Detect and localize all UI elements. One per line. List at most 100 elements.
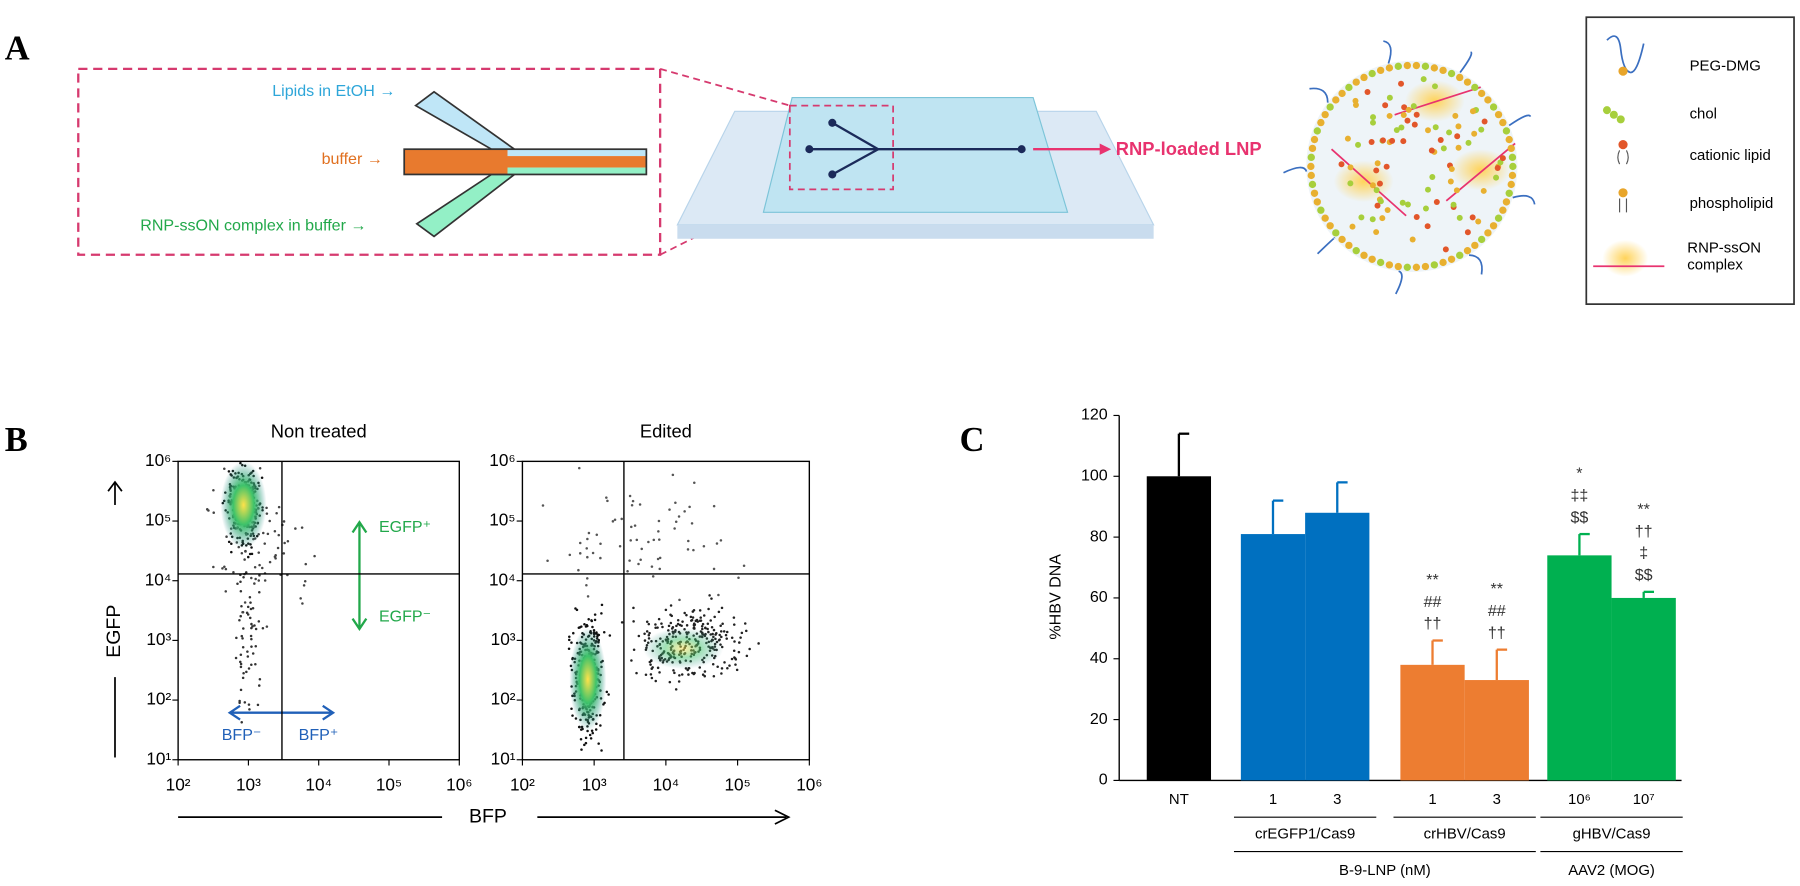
event-dot <box>703 670 707 673</box>
event-dot <box>600 603 604 607</box>
event-dot <box>579 728 583 731</box>
lipid-head <box>1412 61 1421 70</box>
chip-port <box>828 170 837 179</box>
lipid-head <box>1373 167 1380 174</box>
event-dot <box>737 650 741 654</box>
x-tick-label: 10⁴ <box>653 775 680 795</box>
lipid-head <box>1313 198 1321 206</box>
panel-label: C <box>960 421 985 459</box>
lipid-head <box>1368 69 1376 78</box>
lipid-head <box>1398 124 1405 131</box>
x-tick-label: 10⁵ <box>724 775 750 795</box>
event-dot <box>585 547 588 550</box>
lipid-head <box>1394 62 1402 71</box>
arrow-head <box>1099 143 1112 155</box>
plot-title: Edited <box>640 421 692 442</box>
event-dot <box>246 650 249 653</box>
event-dot <box>730 657 734 661</box>
mixer-diagram: Lipids in EtOH → buffer → RNP-ssON compl… <box>77 67 1262 256</box>
event-dot <box>300 526 304 529</box>
event-dot <box>699 616 702 619</box>
event-dot <box>734 663 737 666</box>
lipid-head <box>1398 80 1405 87</box>
flow-axes: EGFP BFP EGFP⁺ EGFP⁻ BFP⁻ BFP⁺ <box>103 480 791 827</box>
lipid-head <box>1456 251 1464 260</box>
event-dot <box>579 737 583 741</box>
x-tick-label: 10⁶ <box>796 775 822 795</box>
event-dot <box>717 610 721 614</box>
event-dot <box>254 663 257 666</box>
event-dot <box>675 624 678 628</box>
channel-buffer <box>404 149 508 175</box>
legend-label: cationic lipid <box>1690 148 1771 164</box>
event-dot <box>645 620 649 624</box>
lipid-head <box>1421 262 1430 271</box>
lipid-head <box>1310 189 1319 197</box>
event-dot <box>654 623 657 626</box>
event-dot <box>304 562 308 566</box>
event-dot <box>240 721 243 724</box>
event-dot <box>276 546 280 550</box>
lipid-head <box>1360 251 1368 260</box>
y-axis-label: %HBV DNA <box>1046 554 1064 640</box>
event-dot <box>696 620 700 623</box>
event-dot <box>578 626 582 629</box>
event-dot <box>254 627 258 631</box>
event-dot <box>242 627 245 630</box>
legend-icon <box>1619 198 1628 213</box>
event-dot <box>302 584 306 587</box>
event-dot <box>299 597 302 600</box>
event-dot <box>240 551 244 555</box>
event-dot <box>740 631 744 635</box>
event-dot <box>657 530 660 533</box>
lipid-head <box>1352 247 1360 255</box>
lipid-head <box>1409 236 1416 243</box>
event-dot <box>223 565 226 568</box>
event-dot <box>239 614 242 618</box>
lipid-head <box>1424 223 1431 230</box>
event-dot <box>246 605 250 609</box>
event-dot <box>567 647 571 651</box>
event-dot <box>268 519 271 523</box>
event-dot <box>680 673 684 676</box>
event-dot <box>593 618 597 622</box>
event-dot <box>692 608 696 612</box>
lipid-head <box>1431 83 1438 90</box>
lipid-head <box>1440 145 1447 152</box>
event-dot <box>244 571 248 574</box>
lipid-head <box>1463 247 1472 255</box>
event-dot <box>243 558 246 561</box>
lipid-head <box>1447 178 1454 185</box>
event-dot <box>590 729 594 732</box>
event-dot <box>253 566 257 569</box>
event-dot <box>742 564 746 568</box>
significance-label: ## <box>1488 602 1506 620</box>
x-tick-label: 10⁴ <box>305 775 332 795</box>
event-dot <box>674 688 678 691</box>
event-dot <box>250 622 253 626</box>
event-dot <box>595 533 599 537</box>
y-tick-label: 100 <box>1081 467 1108 485</box>
event-dot <box>277 505 281 509</box>
x-tick-label: 3 <box>1333 792 1341 808</box>
event-dot <box>611 520 615 523</box>
event-dot <box>734 658 738 661</box>
event-dot <box>303 580 307 583</box>
event-dot <box>722 630 726 633</box>
lipid-head <box>1321 110 1329 119</box>
event-dot <box>599 556 602 560</box>
bar <box>1146 476 1212 781</box>
lipid-head <box>1412 263 1421 271</box>
event-dot <box>266 532 270 536</box>
event-dot <box>656 626 659 629</box>
event-dot <box>294 527 297 530</box>
lipid-head <box>1471 130 1478 137</box>
event-dot <box>720 672 723 675</box>
event-dot <box>732 623 736 626</box>
chip-top <box>762 96 1069 213</box>
lipid-head <box>1422 205 1429 212</box>
significance-label: ** <box>1491 580 1504 598</box>
lipid-head <box>1477 235 1486 244</box>
axis-arrow <box>107 480 123 492</box>
